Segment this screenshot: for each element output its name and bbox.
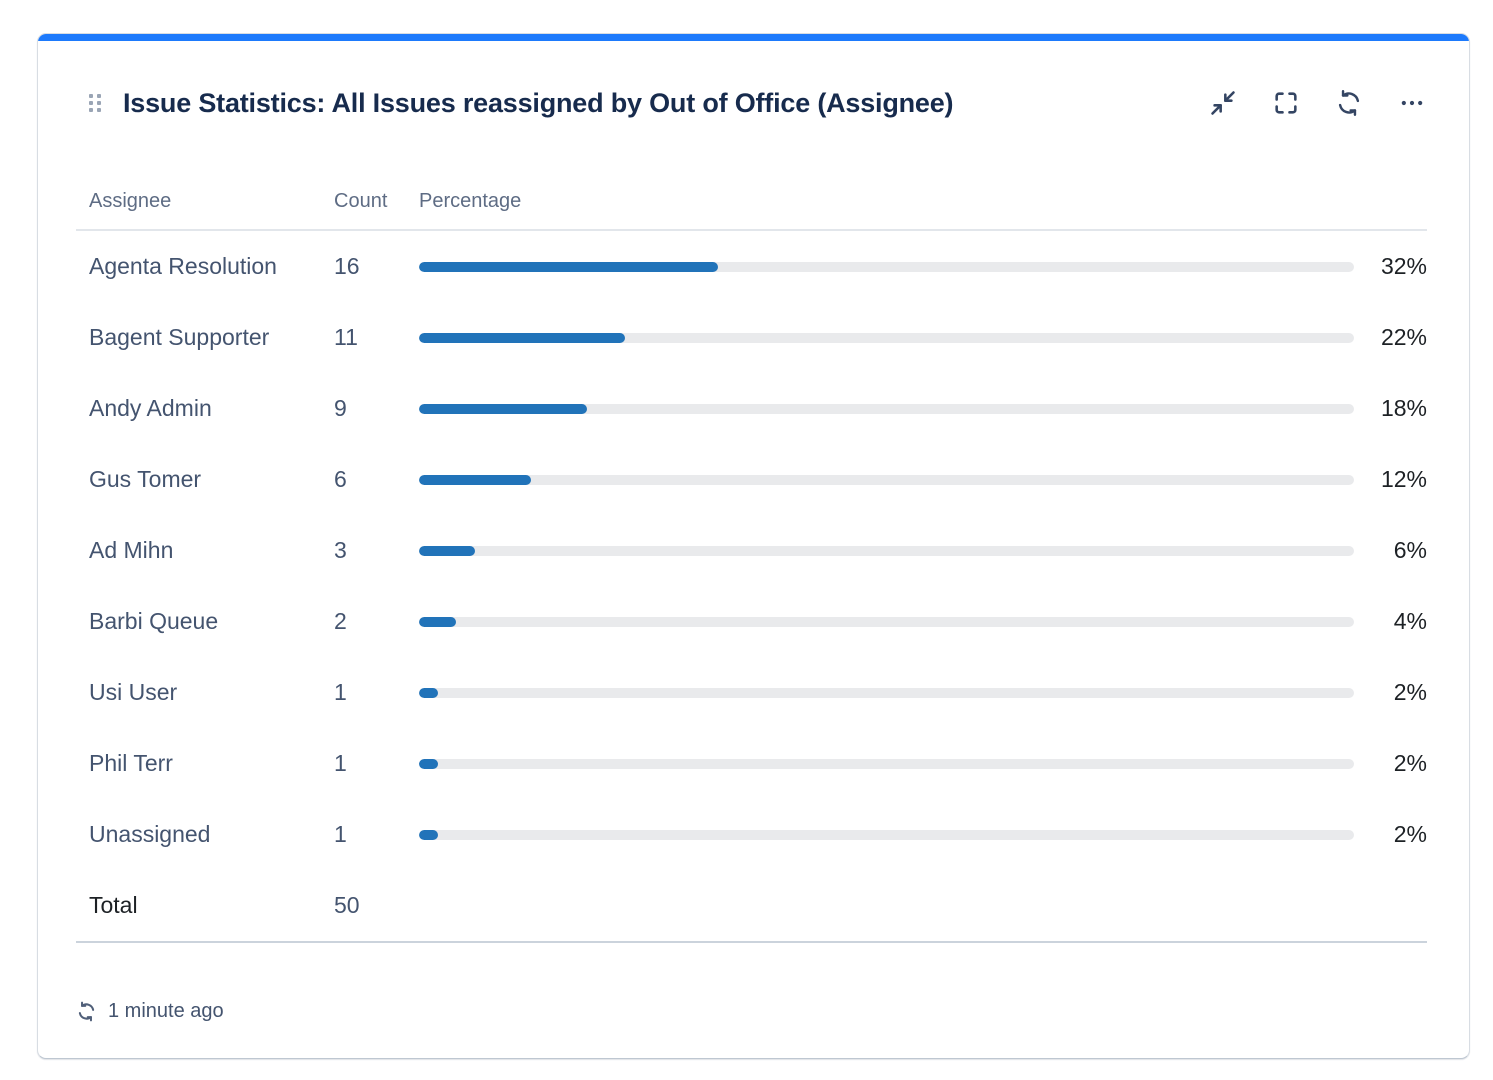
- assignee-cell[interactable]: Barbi Queue: [89, 608, 219, 634]
- percent-cell: 2%: [1393, 821, 1427, 847]
- bar-track: [419, 545, 1354, 556]
- column-header-assignee: Assignee: [89, 189, 172, 212]
- gadget-toolbar: [1208, 88, 1427, 118]
- collapse-icon: [1211, 91, 1235, 115]
- table-row: Unassigned 1 2%: [76, 799, 1427, 870]
- assignee-cell[interactable]: Bagent Supporter: [89, 324, 270, 350]
- percentage-bar: [419, 545, 1354, 556]
- column-header-percentage: Percentage: [419, 189, 522, 212]
- bar-fill: [419, 758, 438, 769]
- issue-statistics-gadget: Issue Statistics: All Issues reassigned …: [37, 33, 1470, 1059]
- bar-track: [419, 616, 1354, 627]
- issue-stats-table: Assignee Count Percentage Agenta Resolut…: [76, 188, 1427, 943]
- assignee-cell[interactable]: Phil Terr: [89, 750, 173, 776]
- percentage-bar: [419, 687, 1354, 698]
- table-row: Phil Terr 1 2%: [76, 728, 1427, 799]
- percent-cell: 6%: [1393, 537, 1427, 563]
- count-cell: 6: [334, 466, 347, 492]
- column-header-count: Count: [334, 189, 388, 212]
- drag-handle-icon[interactable]: [89, 94, 101, 112]
- count-cell: 11: [334, 324, 358, 350]
- table-header-row: Assignee Count Percentage: [76, 188, 1427, 214]
- bar-fill: [419, 261, 719, 272]
- percentage-bar: [419, 332, 1354, 343]
- collapse-button[interactable]: [1208, 88, 1238, 118]
- count-cell: 9: [334, 395, 347, 421]
- percent-cell: 18%: [1380, 395, 1427, 421]
- refresh-icon: [78, 1001, 95, 1021]
- table-row: Usi User 1 2%: [76, 657, 1427, 728]
- assignee-cell[interactable]: Agenta Resolution: [89, 253, 277, 279]
- assignee-cell[interactable]: Unassigned: [89, 821, 211, 847]
- bar-fill: [419, 616, 457, 627]
- bar-track: [419, 261, 1354, 272]
- percentage-bar: [419, 403, 1354, 414]
- bar-track: [419, 403, 1354, 414]
- percent-cell: 4%: [1393, 608, 1427, 634]
- bar-fill: [419, 545, 476, 556]
- assignee-cell[interactable]: Andy Admin: [89, 395, 212, 421]
- last-refreshed-control[interactable]: 1 minute ago: [76, 997, 224, 1025]
- bar-track: [419, 332, 1354, 343]
- percent-cell: 12%: [1380, 466, 1427, 492]
- percent-cell: 2%: [1393, 679, 1427, 705]
- gadget-header: Issue Statistics: All Issues reassigned …: [76, 82, 1427, 124]
- table-row: Andy Admin 9 18%: [76, 373, 1427, 444]
- count-cell: 16: [334, 253, 360, 279]
- percentage-bar: [419, 758, 1354, 769]
- percentage-bar: [419, 616, 1354, 627]
- percent-cell: 32%: [1380, 253, 1427, 279]
- last-updated-text: 1 minute ago: [108, 999, 224, 1022]
- bar-fill: [419, 687, 438, 698]
- percent-cell: 2%: [1393, 750, 1427, 776]
- refresh-icon: [1338, 89, 1360, 117]
- header-separator: [76, 229, 1427, 231]
- more-icon: [1401, 100, 1423, 106]
- stats-rows: Agenta Resolution 16 32% Bagent Supporte…: [76, 231, 1427, 870]
- bar-fill: [419, 403, 588, 414]
- bar-track: [419, 829, 1354, 840]
- count-cell: 2: [334, 608, 347, 634]
- total-row: Total 50: [76, 870, 1427, 941]
- fullscreen-icon: [1275, 92, 1297, 114]
- assignee-cell[interactable]: Usi User: [89, 679, 178, 705]
- bar-fill: [419, 829, 438, 840]
- bar-fill: [419, 332, 625, 343]
- bar-track: [419, 474, 1354, 485]
- total-label: Total: [89, 892, 138, 918]
- more-button[interactable]: [1397, 88, 1427, 118]
- count-cell: 1: [334, 750, 347, 776]
- percentage-bar: [419, 474, 1354, 485]
- table-row: Agenta Resolution 16 32%: [76, 231, 1427, 302]
- refresh-button[interactable]: [1334, 88, 1364, 118]
- percent-cell: 22%: [1380, 324, 1427, 350]
- count-cell: 3: [334, 537, 347, 563]
- table-row: Ad Mihn 3 6%: [76, 515, 1427, 586]
- count-cell: 1: [334, 679, 347, 705]
- table-row: Bagent Supporter 11 22%: [76, 302, 1427, 373]
- bar-track: [419, 758, 1354, 769]
- percentage-bar: [419, 261, 1354, 272]
- table-bottom-separator: [76, 941, 1427, 943]
- assignee-cell[interactable]: Ad Mihn: [89, 537, 174, 563]
- table-row: Barbi Queue 2 4%: [76, 586, 1427, 657]
- assignee-cell[interactable]: Gus Tomer: [89, 466, 202, 492]
- gadget-accent-bar: [38, 34, 1469, 41]
- bar-fill: [419, 474, 532, 485]
- fullscreen-button[interactable]: [1271, 88, 1301, 118]
- total-count: 50: [334, 892, 360, 918]
- table-row: Gus Tomer 6 12%: [76, 444, 1427, 515]
- count-cell: 1: [334, 821, 347, 847]
- percentage-bar: [419, 829, 1354, 840]
- gadget-title: Issue Statistics: All Issues reassigned …: [123, 87, 954, 118]
- bar-track: [419, 687, 1354, 698]
